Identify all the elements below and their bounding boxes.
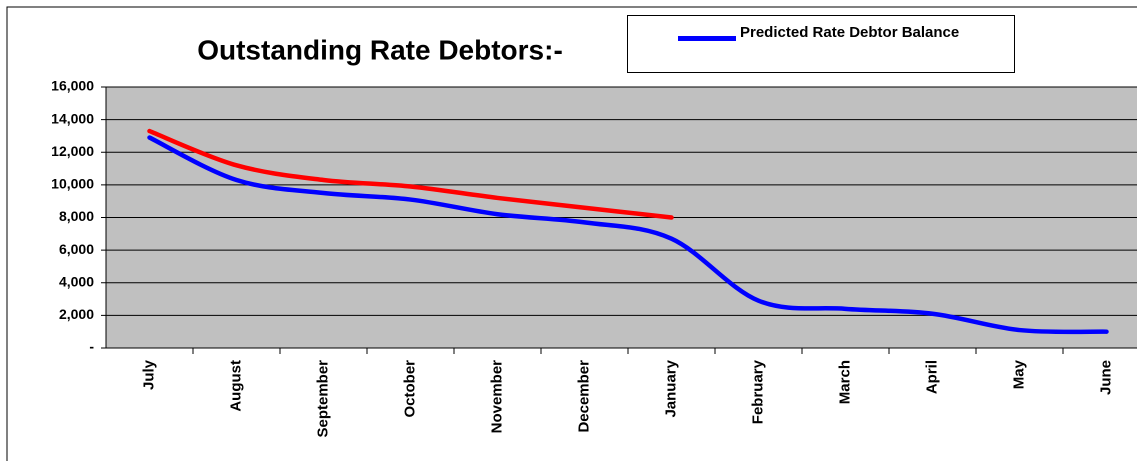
x-tick-label: June [1097,360,1114,395]
y-tick-label: 10,000 [51,176,94,192]
y-tick-label: - [89,339,94,355]
legend: Predicted Rate Debtor Balance [627,15,1015,73]
x-tick-label: May [1010,359,1027,389]
x-tick-label: October [401,360,418,418]
y-tick-label: 12,000 [51,143,94,159]
x-tick-label: August [227,360,244,412]
legend-swatch [678,36,736,41]
chart-title: Outstanding Rate Debtors:- [197,34,563,65]
y-tick-label: 8,000 [59,208,94,224]
y-tick-label: 14,000 [51,110,94,126]
y-tick-label: 2,000 [59,306,94,322]
x-tick-label: November [488,360,505,434]
x-tick-label: December [575,360,592,433]
x-tick-label: July [140,359,157,390]
y-tick-label: 16,000 [51,78,94,94]
x-tick-label: February [749,359,766,424]
x-tick-label: September [314,360,331,438]
y-tick-label: 6,000 [59,241,94,257]
legend-label: Predicted Rate Debtor Balance [740,24,960,41]
y-tick-label: 4,000 [59,273,94,289]
x-tick-label: January [662,359,679,417]
x-tick-label: March [836,360,853,404]
series-line [147,135,1109,335]
series-line [147,128,674,220]
x-tick-label: April [923,360,940,394]
